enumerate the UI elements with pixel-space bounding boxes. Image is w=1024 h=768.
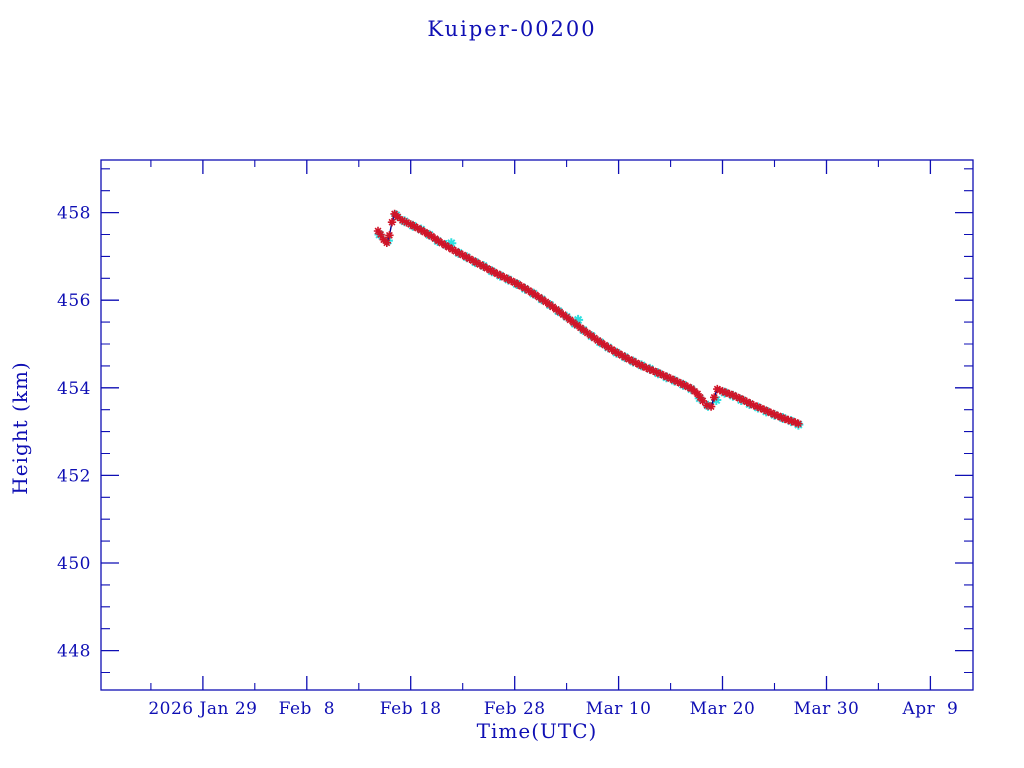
x-axis-tick-label: Mar 30: [794, 699, 860, 719]
measured-height-markers: [373, 209, 803, 428]
x-axis-label: Time(UTC): [476, 719, 598, 743]
y-axis-tick-label: 452: [57, 466, 91, 486]
y-axis-tick-label: 458: [57, 204, 91, 224]
y-axis-tick-label: 456: [57, 291, 91, 311]
chart-title: Kuiper-00200: [427, 17, 597, 41]
x-axis-tick-label: Mar 20: [690, 699, 756, 719]
major-ticks: [101, 160, 973, 690]
x-axis-tick-label: Feb 28: [484, 699, 546, 719]
plot-frame: [100, 159, 974, 691]
minor-ticks: [101, 160, 973, 690]
y-axis-label: Height (km): [8, 361, 32, 495]
x-axis-tick-label: Feb 18: [380, 699, 442, 719]
y-axis-tick-label: 450: [57, 554, 91, 574]
y-axis-tick-label: 454: [57, 379, 91, 399]
x-axis-tick-label: Apr 9: [901, 699, 958, 719]
x-axis-tick-label: 2026 Jan 29: [148, 699, 257, 719]
y-axis-tick-label: 448: [57, 642, 91, 662]
x-axis-tick-label: Mar 10: [586, 699, 652, 719]
x-axis-tick-label: Feb 8: [279, 699, 335, 719]
